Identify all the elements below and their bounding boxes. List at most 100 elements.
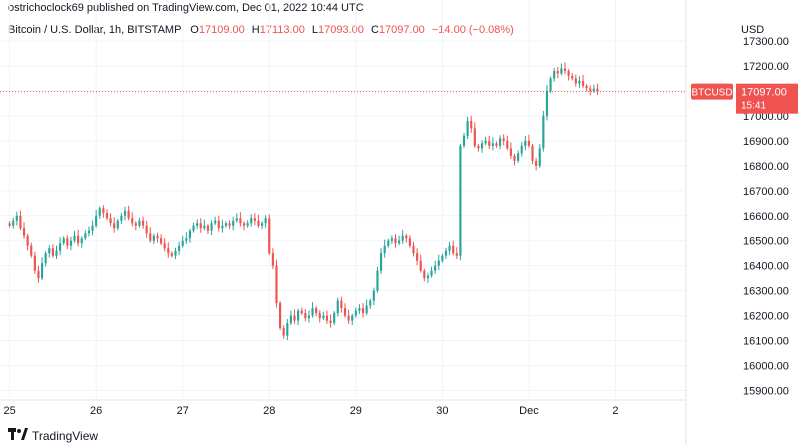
candle-body [257,220,260,226]
candle-body [553,70,556,79]
candle-body [495,143,498,146]
candle-body [585,85,588,89]
candle-body [589,88,592,91]
change-value: −14.00 (−0.08%) [431,24,514,36]
candle-body [333,313,336,324]
candle-body [361,308,365,314]
symbol-tag-bg [691,83,733,100]
candle-body [571,75,574,79]
candle-body [520,145,523,154]
publisher-credit: ostrichoclock69 published on TradingView… [8,2,364,14]
candle-body [459,145,462,256]
candle-body [15,215,18,221]
price-tag-bg [736,83,798,114]
candle-body [170,253,173,256]
chart-legend: Bitcoin / U.S. Dollar, 1h, BITSTAMP O171… [8,24,514,36]
symbol-description[interactable]: Bitcoin / U.S. Dollar, 1h, BITSTAMP [8,24,182,36]
candle-body [44,253,47,264]
candle-body [264,218,267,224]
candle-body [250,218,253,224]
candle-body [506,140,509,149]
candle-body [383,245,386,254]
price-tag-countdown: 15:41 [741,101,766,112]
candle-body [596,88,599,92]
candle-body [30,245,33,256]
candle-body [434,265,437,271]
candle-body [437,260,440,266]
candle-body [141,220,145,226]
candle-body [210,223,213,231]
candle-body [203,225,206,229]
candle-body [498,138,502,146]
candle-body [351,315,354,321]
candle-body [66,238,69,246]
candle-body [113,223,116,229]
candle-body [87,230,91,234]
candle-body [91,225,94,231]
low-label: L [311,24,319,36]
candle-body [181,240,184,246]
candle-body [77,235,80,244]
candle-body [221,225,224,229]
candle-body [549,78,552,91]
candle-body [253,218,256,221]
candle-body [293,315,296,321]
candle-body [268,218,271,254]
candle-body [149,233,152,241]
candle-body [228,223,231,226]
candle-body [484,140,487,144]
candle-body [235,218,238,221]
candle-body [480,143,484,149]
candle-body [304,313,307,319]
time-tick-label: 30 [436,405,448,417]
candle-body [246,223,249,226]
candle-body [358,308,361,311]
candle-body [390,238,393,241]
candle-body [322,315,325,319]
candle-body [297,310,300,321]
candle-body [556,70,559,74]
candle-body [567,70,570,76]
candle-body [116,220,119,229]
candle-body [123,210,127,216]
candle-body [59,243,62,251]
grid-lines [0,0,687,445]
time-tick-label: Dec [519,405,539,417]
time-tick-label: 25 [3,405,15,417]
candle-body [401,235,404,241]
candle-body [578,80,581,84]
candle-body [109,218,112,224]
price-tick-label: 16200.00 [743,311,789,323]
candle-body [318,313,321,319]
candle-body [517,153,520,161]
candle-body [527,140,531,146]
price-tick-label: 15900.00 [743,386,789,398]
candle-body [178,245,181,251]
candle-body [452,245,455,254]
price-tick-label: 16600.00 [743,211,789,223]
candle-body [466,120,469,136]
candle-body [73,235,76,241]
footer-branding: TradingView [8,428,98,443]
candle-body [185,238,188,241]
candle-body [488,140,491,146]
time-tick-label: 27 [177,405,189,417]
candle-body [145,225,148,234]
candle-body [152,235,155,241]
candle-body [239,218,242,224]
candle-body [289,315,292,324]
candle-body [376,270,379,291]
close-label: C [370,24,379,36]
candle-body [535,160,538,166]
candle-body [387,240,390,246]
candle-body [242,223,246,226]
candle-body [325,315,329,321]
candle-body [102,208,105,214]
candle-body [206,225,210,231]
candle-body [196,223,199,226]
candle-body [502,138,505,141]
price-tick-label: 16900.00 [743,136,789,148]
candle-body [8,223,11,226]
candle-body [343,308,347,316]
